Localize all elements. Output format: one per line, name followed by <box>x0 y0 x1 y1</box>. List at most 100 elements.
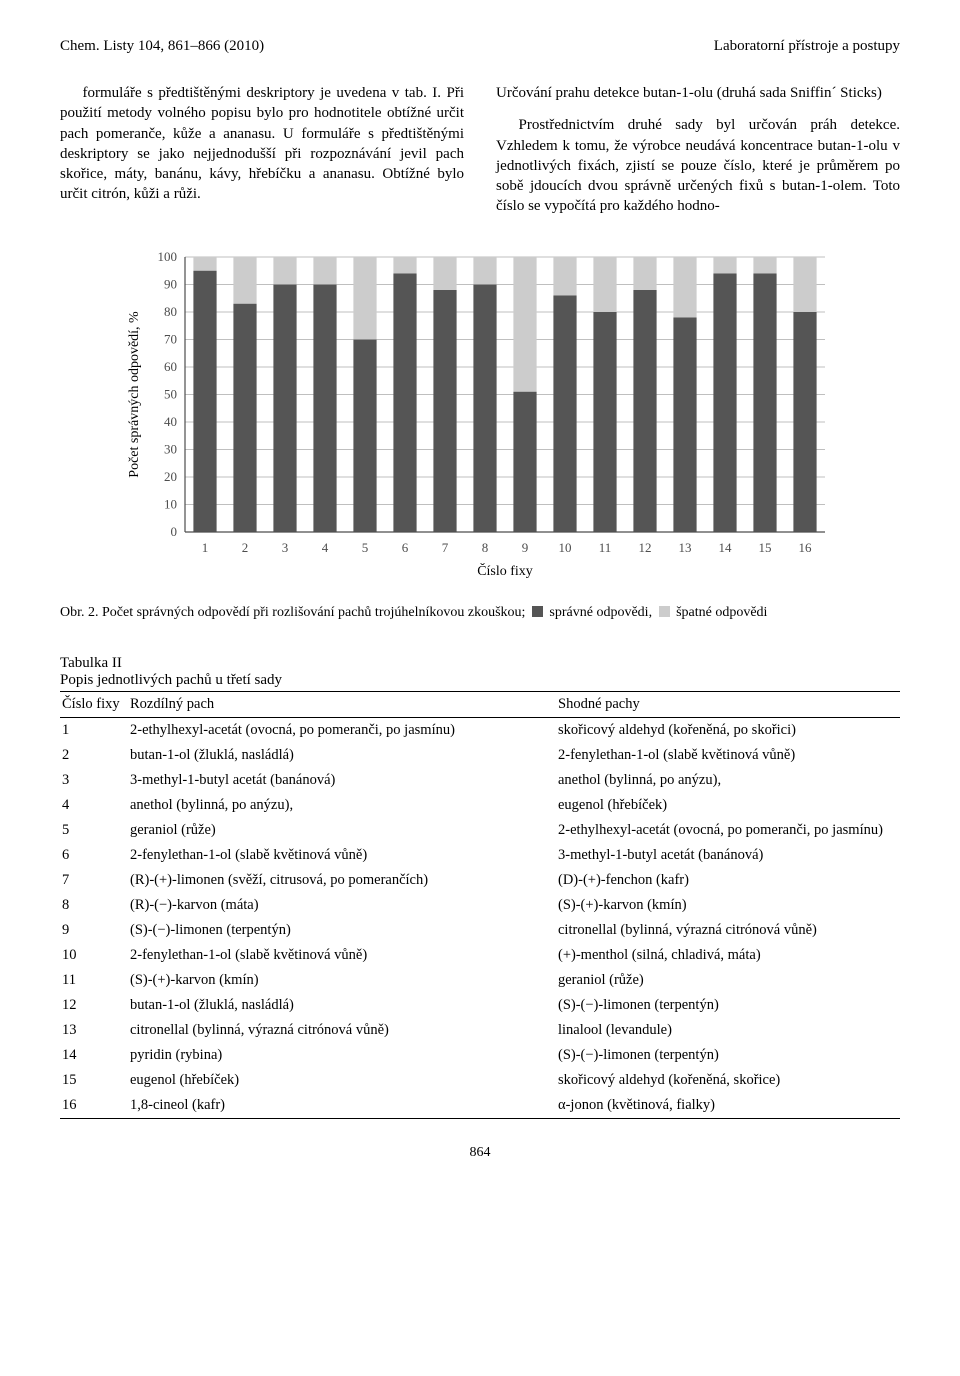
table-row: 12-ethylhexyl-acetát (ovocná, po pomeran… <box>60 717 900 743</box>
table-title-line1: Tabulka II <box>60 655 122 671</box>
table-cell: citronellal (bylinná, výrazná citrónová … <box>556 918 900 943</box>
svg-text:30: 30 <box>164 441 177 456</box>
figure-caption: Obr. 2. Počet správných odpovědí při roz… <box>60 605 900 621</box>
table-row: 62-fenylethan-1-ol (slabě květinová vůně… <box>60 843 900 868</box>
para-left-1: formuláře s předtištěnými deskriptory je… <box>60 83 464 205</box>
table-cell: anethol (bylinná, po anýzu), <box>128 793 556 818</box>
svg-text:9: 9 <box>522 540 529 555</box>
table-cell: skořicový aldehyd (kořeněná, skořice) <box>556 1068 900 1093</box>
table-cell: 14 <box>60 1043 128 1068</box>
table-cell: 9 <box>60 918 128 943</box>
table-row: 11(S)-(+)-karvon (kmín)geraniol (růže) <box>60 968 900 993</box>
table-cell: 2-fenylethan-1-ol (slabě květinová vůně) <box>128 843 556 868</box>
table-row: 161,8-cineol (kafr)α-jonon (květinová, f… <box>60 1093 900 1119</box>
table-cell: (S)-(−)-limonen (terpentýn) <box>128 918 556 943</box>
table-row: 4anethol (bylinná, po anýzu),eugenol (hř… <box>60 793 900 818</box>
table-cell: 5 <box>60 818 128 843</box>
table-cell: (R)-(−)-karvon (máta) <box>128 893 556 918</box>
svg-text:6: 6 <box>402 540 409 555</box>
svg-text:16: 16 <box>799 540 813 555</box>
svg-text:4: 4 <box>322 540 329 555</box>
table-title: Tabulka II Popis jednotlivých pachů u tř… <box>60 655 900 689</box>
svg-text:12: 12 <box>639 540 652 555</box>
svg-text:10: 10 <box>164 496 177 511</box>
table-row: 2butan-1-ol (žluklá, nasládlá)2-fenyleth… <box>60 743 900 768</box>
table-cell: (R)-(+)-limonen (svěží, citrusová, po po… <box>128 868 556 893</box>
table-cell: 3-methyl-1-butyl acetát (banánová) <box>128 768 556 793</box>
table-row: 14pyridin (rybina)(S)-(−)-limonen (terpe… <box>60 1043 900 1068</box>
caption-legend-1: správné odpovědi, <box>549 605 652 620</box>
table-cell: (S)-(−)-limonen (terpentýn) <box>556 1043 900 1068</box>
running-header: Chem. Listy 104, 861–866 (2010) Laborato… <box>60 38 900 55</box>
table-cell: (S)-(+)-karvon (kmín) <box>128 968 556 993</box>
table-cell: citronellal (bylinná, výrazná citrónová … <box>128 1018 556 1043</box>
legend-swatch-dark-icon <box>532 606 543 617</box>
col-header-2: Rozdílný pach <box>128 691 556 717</box>
svg-text:11: 11 <box>599 540 612 555</box>
legend-swatch-light-icon <box>659 606 670 617</box>
svg-text:70: 70 <box>164 331 177 346</box>
svg-text:20: 20 <box>164 469 177 484</box>
table-cell: butan-1-ol (žluklá, nasládlá) <box>128 993 556 1018</box>
table-cell: (S)-(−)-limonen (terpentýn) <box>556 993 900 1018</box>
table-cell: skořicový aldehyd (kořeněná, po skořici) <box>556 717 900 743</box>
table-cell: geraniol (růže) <box>556 968 900 993</box>
header-left: Chem. Listy 104, 861–866 (2010) <box>60 38 264 55</box>
para-right-heading: Určování prahu detekce butan-1-olu (druh… <box>496 83 900 103</box>
table-row: 5geraniol (růže)2-ethylhexyl-acetát (ovo… <box>60 818 900 843</box>
body-columns: formuláře s předtištěnými deskriptory je… <box>60 83 900 217</box>
table-row: 12butan-1-ol (žluklá, nasládlá)(S)-(−)-l… <box>60 993 900 1018</box>
svg-text:10: 10 <box>559 540 572 555</box>
header-right: Laboratorní přístroje a postupy <box>714 38 900 55</box>
para-right-1: Prostřednictvím druhé sady byl určován p… <box>496 115 900 216</box>
caption-legend-2: špatné odpovědi <box>676 605 767 620</box>
svg-text:90: 90 <box>164 276 177 291</box>
table-header-row: Číslo fixy Rozdílný pach Shodné pachy <box>60 691 900 717</box>
table-cell: (S)-(+)-karvon (kmín) <box>556 893 900 918</box>
svg-text:100: 100 <box>158 249 178 264</box>
svg-text:13: 13 <box>679 540 692 555</box>
svg-text:2: 2 <box>242 540 249 555</box>
svg-text:5: 5 <box>362 540 369 555</box>
svg-text:50: 50 <box>164 386 177 401</box>
page-number: 864 <box>60 1145 900 1161</box>
table-cell: pyridin (rybina) <box>128 1043 556 1068</box>
table-row: 102-fenylethan-1-ol (slabě květinová vůn… <box>60 943 900 968</box>
table-cell: α-jonon (květinová, fialky) <box>556 1093 900 1119</box>
table-cell: 13 <box>60 1018 128 1043</box>
svg-text:60: 60 <box>164 359 177 374</box>
svg-text:14: 14 <box>719 540 733 555</box>
table-row: 13citronellal (bylinná, výrazná citrónov… <box>60 1018 900 1043</box>
svg-text:7: 7 <box>442 540 449 555</box>
table-cell: linalool (levandule) <box>556 1018 900 1043</box>
table-cell: 15 <box>60 1068 128 1093</box>
left-column: formuláře s předtištěnými deskriptory je… <box>60 83 464 217</box>
table-row: 7(R)-(+)-limonen (svěží, citrusová, po p… <box>60 868 900 893</box>
table-cell: anethol (bylinná, po anýzu), <box>556 768 900 793</box>
table-cell: eugenol (hřebíček) <box>556 793 900 818</box>
table-cell: 2-fenylethan-1-ol (slabě květinová vůně) <box>128 943 556 968</box>
svg-text:40: 40 <box>164 414 177 429</box>
svg-text:3: 3 <box>282 540 289 555</box>
right-column: Určování prahu detekce butan-1-olu (druh… <box>496 83 900 217</box>
table-cell: 12 <box>60 993 128 1018</box>
table-cell: 8 <box>60 893 128 918</box>
table-cell: 1,8-cineol (kafr) <box>128 1093 556 1119</box>
table-title-line2: Popis jednotlivých pachů u třetí sady <box>60 672 282 688</box>
table-cell: geraniol (růže) <box>128 818 556 843</box>
svg-text:15: 15 <box>759 540 772 555</box>
svg-text:80: 80 <box>164 304 177 319</box>
table-row: 8(R)-(−)-karvon (máta)(S)-(+)-karvon (km… <box>60 893 900 918</box>
table-cell: 3 <box>60 768 128 793</box>
table-cell: (D)-(+)-fenchon (kafr) <box>556 868 900 893</box>
table-cell: 11 <box>60 968 128 993</box>
caption-prefix: Obr. 2. Počet správných odpovědí při roz… <box>60 605 525 620</box>
table-cell: 3-methyl-1-butyl acetát (banánová) <box>556 843 900 868</box>
figure-2: 0102030405060708090100123456789101112131… <box>60 247 900 587</box>
table-cell: 2-ethylhexyl-acetát (ovocná, po pomeranč… <box>128 717 556 743</box>
table-cell: 16 <box>60 1093 128 1119</box>
table-cell: 2-ethylhexyl-acetát (ovocná, po pomeranč… <box>556 818 900 843</box>
bar-chart: 0102030405060708090100123456789101112131… <box>120 247 840 587</box>
table-cell: butan-1-ol (žluklá, nasládlá) <box>128 743 556 768</box>
table-row: 9(S)-(−)-limonen (terpentýn)citronellal … <box>60 918 900 943</box>
